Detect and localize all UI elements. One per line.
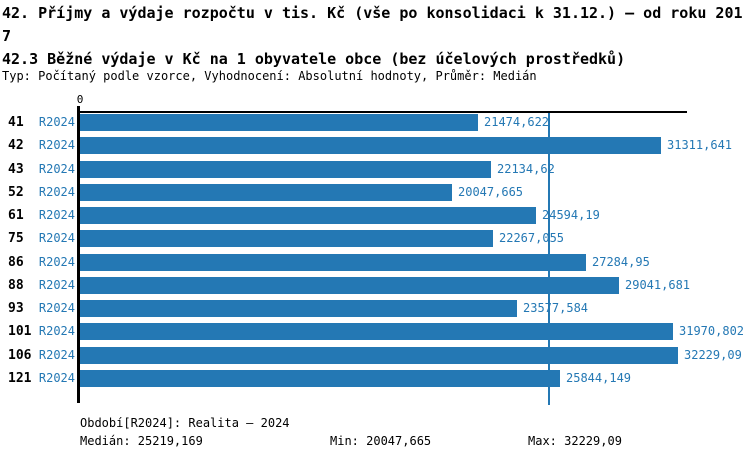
page-title: 42. Příjmy a výdaje rozpočtu v tis. Kč (…	[2, 4, 743, 45]
value-label: 32229,09	[684, 348, 742, 362]
category-label: 43	[8, 162, 24, 177]
footer-max: Max: 32229,09	[528, 434, 622, 448]
value-label: 25844,149	[566, 371, 632, 385]
bar	[80, 207, 536, 224]
category-label: 86	[8, 255, 24, 270]
series-period-label: R2024	[38, 231, 75, 245]
bar-row: 106 R2024 32229,09	[0, 347, 750, 364]
series-period-label: R2024	[38, 371, 75, 385]
chart-meta-line: Typ: Počítaný podle vzorce, Vyhodnocení:…	[2, 69, 537, 83]
series-period-label: R2024	[38, 162, 75, 176]
bar	[80, 277, 619, 294]
bar-row: 61 R2024 24594,19	[0, 207, 750, 224]
value-label: 21474,622	[484, 115, 550, 129]
bar	[80, 347, 678, 364]
chart-subtitle: 42.3 Běžné výdaje v Kč na 1 obyvatele ob…	[2, 50, 626, 68]
bar-row: 93 R2024 23577,584	[0, 300, 750, 317]
series-period-label: R2024	[38, 185, 75, 199]
bar-row: 52 R2024 20047,665	[0, 184, 750, 201]
x-axis-line	[77, 111, 687, 113]
bar-row: 86 R2024 27284,95	[0, 254, 750, 271]
value-label: 31311,641	[667, 138, 733, 152]
bar-row: 101 R2024 31970,802	[0, 323, 750, 340]
category-label: 61	[8, 208, 24, 223]
series-period-label: R2024	[38, 138, 75, 152]
y-axis-line	[77, 106, 80, 403]
value-label: 20047,665	[458, 185, 524, 199]
category-label: 75	[8, 231, 24, 246]
category-label: 52	[8, 185, 24, 200]
footer-median: Medián: 25219,169	[80, 434, 203, 448]
category-label: 88	[8, 278, 24, 293]
value-label: 24594,19	[542, 208, 600, 222]
footer-period: Období[R2024]: Realita – 2024	[80, 416, 290, 430]
series-period-label: R2024	[38, 208, 75, 222]
series-period-label: R2024	[38, 348, 75, 362]
bar	[80, 300, 517, 317]
category-label: 93	[8, 301, 24, 316]
series-period-label: R2024	[38, 255, 75, 269]
bar	[80, 137, 661, 154]
category-label: 41	[8, 115, 24, 130]
bar-row: 43 R2024 22134,62	[0, 161, 750, 178]
bar-row: 41 R2024 21474,622	[0, 114, 750, 131]
bar	[80, 230, 493, 247]
value-label: 23577,584	[523, 301, 589, 315]
series-period-label: R2024	[38, 324, 75, 338]
series-period-label: R2024	[38, 278, 75, 292]
bar-row: 121 R2024 25844,149	[0, 370, 750, 387]
x-axis-zero-tick-label: 0	[76, 93, 84, 106]
footer-min: Min: 20047,665	[330, 434, 432, 448]
value-label: 31970,802	[679, 324, 745, 338]
bar	[80, 184, 452, 201]
bar-row: 75 R2024 22267,055	[0, 230, 750, 247]
bar-row: 88 R2024 29041,681	[0, 277, 750, 294]
category-label: 106	[8, 348, 32, 363]
value-label: 29041,681	[625, 278, 691, 292]
bar	[80, 114, 478, 131]
category-label: 42	[8, 138, 24, 153]
series-period-label: R2024	[38, 115, 75, 129]
bar	[80, 161, 491, 178]
value-label: 27284,95	[592, 255, 650, 269]
category-label: 101	[8, 324, 32, 339]
value-label: 22134,62	[497, 162, 555, 176]
bar	[80, 323, 673, 340]
bar-row: 42 R2024 31311,641	[0, 137, 750, 154]
value-label: 22267,055	[499, 231, 565, 245]
bar	[80, 254, 586, 271]
category-label: 121	[8, 371, 32, 386]
bar	[80, 370, 560, 387]
series-period-label: R2024	[38, 301, 75, 315]
